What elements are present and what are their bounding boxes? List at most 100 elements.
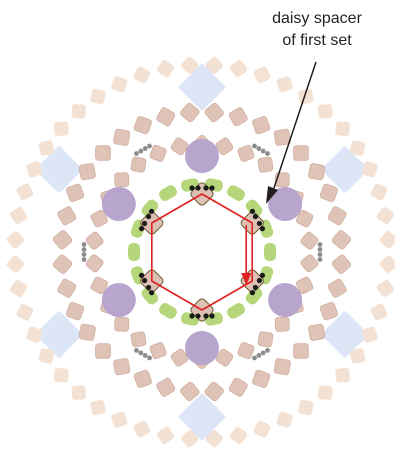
inner-bead: [130, 331, 147, 348]
grey-seed: [81, 252, 87, 257]
inner-bead: [215, 137, 234, 156]
middle-bead: [180, 102, 200, 123]
outer-bead-ring: [6, 56, 395, 448]
pearl: [185, 139, 219, 173]
inner-bead: [237, 144, 255, 162]
leaf-bead: [264, 243, 276, 261]
black-seed: [256, 220, 263, 227]
leaf-bead: [227, 303, 245, 319]
black-seed: [189, 313, 195, 319]
grey-seed: [81, 242, 87, 247]
black-seed: [252, 284, 259, 291]
grey-seed: [256, 146, 262, 151]
middle-bead: [319, 302, 338, 321]
middle-bead: [78, 163, 96, 181]
middle-bead: [133, 116, 152, 135]
black-seed: [148, 208, 155, 214]
outer-bead: [6, 231, 25, 249]
outer-bead: [349, 348, 366, 364]
outer-bead: [181, 56, 199, 75]
grey-seed: [256, 353, 262, 358]
outer-bead: [26, 161, 43, 178]
grey-seed-clusters: [81, 143, 323, 361]
annotation-line-2: of first set: [282, 32, 352, 49]
outer-bead: [133, 420, 151, 438]
inner-bead: [170, 348, 189, 367]
grey-seed: [147, 143, 152, 149]
outer-bead: [229, 426, 248, 444]
outer-bead: [181, 429, 199, 448]
outer-bead: [90, 88, 106, 105]
middle-bead: [78, 323, 96, 341]
black-seed: [195, 313, 201, 319]
outer-bead: [335, 121, 350, 136]
grey-seed: [81, 247, 87, 252]
grey-seed: [317, 252, 323, 257]
black-seed: [203, 185, 209, 191]
outer-bead: [90, 399, 106, 416]
black-seed: [256, 277, 263, 284]
grey-seed: [147, 355, 152, 361]
inner-bead: [85, 231, 104, 250]
outer-bead: [71, 385, 86, 400]
middle-bead: [66, 302, 85, 321]
pearls: [101, 139, 303, 365]
middle-bead: [95, 343, 111, 359]
inner-bead: [130, 156, 147, 173]
middle-bead-ring: [52, 102, 352, 402]
outer-bead: [370, 183, 388, 201]
grey-seed: [317, 242, 323, 247]
crystal-square: [35, 146, 83, 193]
black-seed-clusters: [138, 185, 266, 319]
outer-bead: [361, 326, 378, 343]
middle-bead: [327, 278, 347, 298]
outer-bead: [156, 426, 175, 444]
middle-bead: [180, 381, 200, 402]
inner-bead: [296, 276, 314, 295]
black-seed: [259, 272, 266, 278]
outer-bead: [54, 121, 69, 136]
inner-bead: [114, 172, 130, 188]
black-seed: [252, 213, 259, 220]
pearl: [185, 331, 219, 365]
black-seed: [249, 208, 256, 214]
outer-bead: [370, 303, 388, 321]
inner-bead: [257, 156, 274, 173]
outer-bead: [16, 303, 34, 321]
leaf-bead: [159, 303, 177, 319]
grey-seed: [317, 257, 323, 262]
black-seed: [145, 284, 152, 291]
middle-bead: [273, 358, 291, 376]
black-seed: [148, 290, 155, 296]
middle-bead: [252, 369, 271, 388]
inner-bead: [170, 137, 189, 156]
outer-bead: [156, 60, 175, 78]
outer-bead: [38, 140, 55, 156]
outer-bead: [361, 161, 378, 178]
outer-bead: [16, 183, 34, 201]
middle-bead: [293, 145, 309, 161]
inner-bead: [237, 342, 255, 360]
inner-bead: [149, 144, 167, 162]
outer-bead: [379, 231, 395, 249]
inner-bead: [90, 209, 108, 228]
pointer-line: [271, 61, 317, 195]
outer-bead: [379, 255, 395, 273]
middle-bead: [113, 128, 131, 146]
inner-bead: [274, 316, 290, 332]
middle-bead: [204, 102, 224, 123]
middle-bead: [308, 323, 326, 341]
middle-bead: [252, 116, 271, 135]
middle-bead: [156, 377, 176, 397]
black-seed: [195, 185, 201, 191]
inner-bead: [114, 316, 130, 332]
inner-bead: [300, 231, 319, 250]
black-seed: [145, 213, 152, 220]
grey-seed: [142, 353, 148, 358]
outer-bead: [349, 140, 366, 156]
pearl: [101, 283, 136, 317]
middle-bead: [331, 254, 352, 274]
crystal-squares: [35, 63, 369, 441]
grey-seed: [265, 151, 270, 156]
